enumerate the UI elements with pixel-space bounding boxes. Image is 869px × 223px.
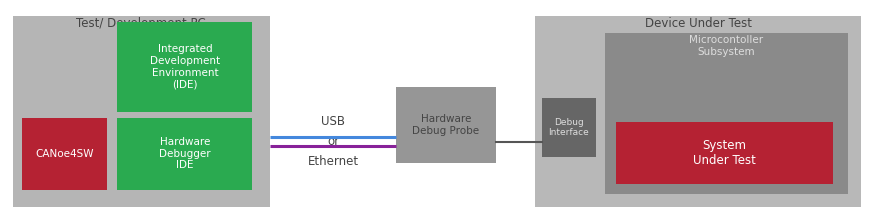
FancyBboxPatch shape [615,122,833,184]
FancyBboxPatch shape [22,118,107,190]
Text: or: or [327,135,339,148]
FancyBboxPatch shape [541,98,595,157]
Text: System
Under Test: System Under Test [693,139,755,167]
Text: USB: USB [321,115,345,128]
FancyBboxPatch shape [13,16,269,207]
Text: Device Under Test: Device Under Test [644,17,751,30]
Text: Hardware
Debugger
IDE: Hardware Debugger IDE [159,137,210,170]
Text: CANoe4SW: CANoe4SW [35,149,94,159]
FancyBboxPatch shape [117,22,252,112]
Text: Debug
Interface: Debug Interface [548,118,588,137]
Text: Microcontoller
Subsystem: Microcontoller Subsystem [688,35,763,56]
Text: Integrated
Development
Environment
(IDE): Integrated Development Environment (IDE) [149,45,220,89]
FancyBboxPatch shape [604,33,847,194]
Text: Test/ Development PC: Test/ Development PC [76,17,206,30]
FancyBboxPatch shape [395,87,495,163]
FancyBboxPatch shape [534,16,860,207]
Text: Ethernet: Ethernet [308,155,358,168]
FancyBboxPatch shape [117,118,252,190]
Text: Hardware
Debug Probe: Hardware Debug Probe [412,114,479,136]
